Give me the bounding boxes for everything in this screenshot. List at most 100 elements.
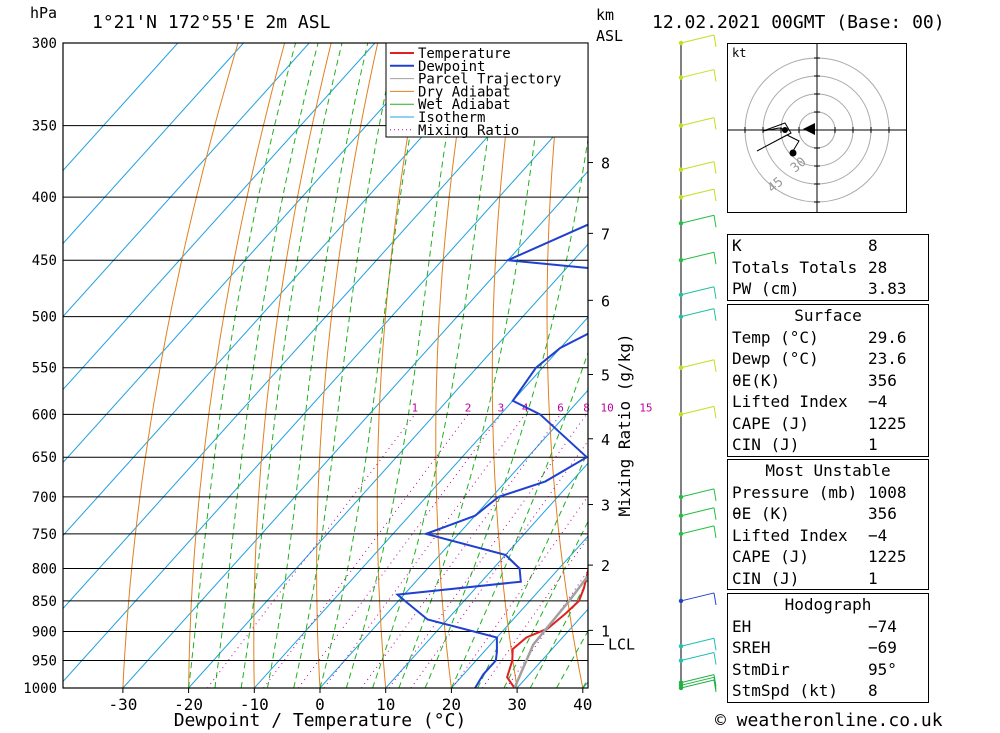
table-row: Dewp (°C) 23.6 [732,349,907,368]
wind-barb-flag [713,117,717,130]
storm-motion-arrow [803,123,815,135]
wind-barb-shaft [680,676,715,686]
y-tick-label: 500 [32,310,57,326]
wet-adiabat-line [214,43,319,688]
wind-barb-flag [713,525,717,538]
parcel-trajectory-line [513,573,588,688]
isotherm-line [63,43,376,391]
temperature-line [506,567,588,688]
x-tick-label: 40 [573,695,592,714]
dry-adiabat-line [188,43,286,688]
datetime-title: 12.02.2021 00GMT (Base: 00) [652,12,945,33]
mixing-ratio-line [451,495,588,688]
mixing-ratio-label: 15 [639,401,652,414]
wind-barb-shaft [680,161,715,171]
legend-entry: Isotherm [418,110,485,126]
y-tick-label: 800 [32,561,57,577]
isotherm-line [385,462,588,688]
km-tick-label: 4 [601,431,610,449]
table-row: EH −74 [732,616,897,636]
table-row: Lifted Index −4 [732,525,888,545]
lcl-label: LCL [608,635,635,653]
wind-barb-shaft [680,679,715,689]
x-tick-label: 0 [315,695,325,714]
isotherm-line [63,43,573,610]
y-tick-label: 350 [32,119,57,135]
legend-entry: Dewpoint [418,59,485,75]
mixing-ratio-line [505,569,588,688]
wind-barb-shaft [680,592,715,602]
table-row: CAPE (J) 1225 [732,547,907,566]
mixing-ratio-label: 2 [465,401,472,414]
dry-adiabat-line [491,43,518,688]
table-row: θE(K) 356 [732,370,897,390]
wind-barb-shaft [680,525,715,535]
wind-barb-shaft [680,652,715,662]
x-tick-label: -20 [174,695,203,714]
isotherm-line [63,43,310,318]
credit-text: © weatheronline.co.uk [715,710,943,731]
wind-barb-flag [713,69,717,82]
km-tick-label: 5 [601,366,610,384]
isotherm-line [451,535,588,688]
wind-barb-flag [713,215,717,228]
km-tick-label: 3 [601,497,610,515]
wind-barbs-column [678,34,717,693]
wind-barb-flag [713,592,717,606]
km-tick-label: 6 [601,292,610,310]
wind-barb-shaft [680,286,715,296]
y-tick-label: 950 [32,654,57,670]
mixing-ratio-label: 8 [583,401,590,414]
km-tick-label: 2 [601,557,610,575]
y-tick-label: 400 [32,190,57,206]
y-tick-label: 750 [32,527,57,543]
mixing-ratio-label: 1 [412,401,419,414]
y-tick-label: 600 [32,407,57,423]
wind-barb-flag [713,308,717,321]
pressure-unit-label: hPa [30,4,58,22]
y-tick-label: 650 [32,450,57,466]
wind-barb-flag [713,286,717,299]
hodograph-marker [782,127,788,133]
wind-barb-flag [713,34,717,48]
wind-barb-shaft [680,117,715,127]
wind-barb-flag [713,161,717,174]
dry-adiabat-line [376,43,425,688]
wet-adiabat-line [424,135,588,688]
wind-barb-flag [713,359,717,372]
dry-adiabat-line [122,43,239,688]
km-unit-label: km [596,6,615,24]
hodograph-unit: kt [732,46,746,60]
isotherm-line [319,389,588,688]
wind-barb-flag [713,674,717,687]
mixing-ratio-line [263,414,469,688]
wind-barb-shaft [680,69,715,79]
wind-barb-shaft [680,308,715,318]
table-row: Pressure (mb) 1008 [732,482,907,502]
asl-unit-label: ASL [596,27,624,45]
table-row: CAPE (J) 1225 [732,413,907,433]
isotherm-line [122,170,588,688]
x-tick-label: -10 [240,695,269,714]
wind-barb-shaft [680,405,715,415]
wind-barb-flag [713,252,717,265]
plot-frame [62,42,589,689]
wind-barb-shaft [680,359,715,369]
y-tick-label: 700 [32,490,57,506]
legend-entry: Dry Adiabat [418,84,511,100]
table-row: CIN (J) 1 [732,435,878,454]
isotherm-line [63,43,179,172]
x-axis-label: Dewpoint / Temperature (°C) [174,710,467,731]
isotherm-line [63,43,441,464]
isotherm-line [188,243,588,688]
wind-barb-flag [713,488,717,502]
x-tick-label: 30 [507,695,526,714]
wind-barb-shaft [680,251,715,261]
km-tick-label: 7 [601,225,610,243]
km-tick-label: 1 [601,622,610,640]
table-row: StmSpd (kt) 8 [732,681,878,700]
